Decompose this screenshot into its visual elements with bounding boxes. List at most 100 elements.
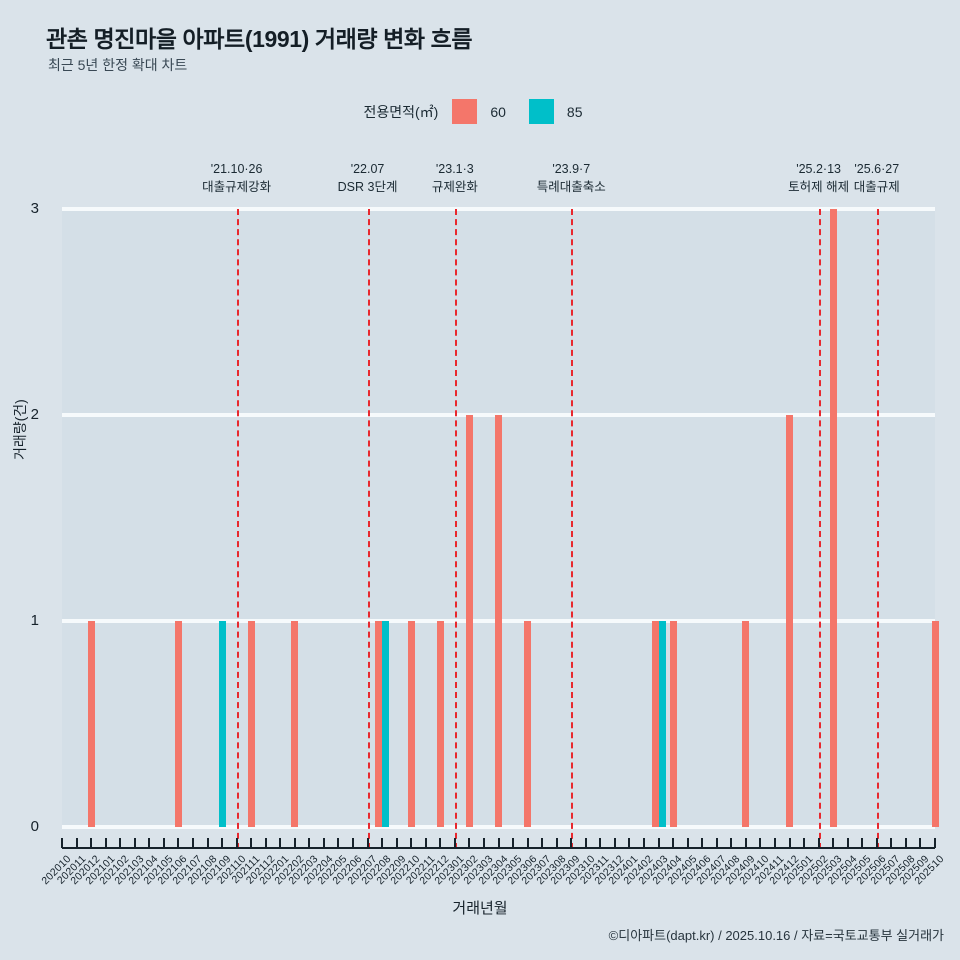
- y-tick-label: 1: [30, 612, 39, 629]
- annotation-label: '25.2·13 토허제 해제: [788, 160, 849, 196]
- x-tick: [773, 838, 776, 848]
- x-tick: [875, 838, 878, 848]
- x-tick: [235, 838, 238, 848]
- x-tick: [846, 838, 849, 848]
- bar[interactable]: [786, 415, 793, 827]
- x-tick: [919, 838, 922, 848]
- x-tick: [715, 838, 718, 848]
- annotation-text: 토허제 해제: [788, 180, 850, 195]
- x-tick: [555, 838, 558, 848]
- bar[interactable]: [669, 621, 677, 827]
- bar[interactable]: [407, 621, 415, 827]
- x-tick: [221, 838, 224, 848]
- x-tick: [468, 838, 471, 848]
- bar[interactable]: [524, 621, 532, 827]
- bar[interactable]: [247, 621, 255, 827]
- bar[interactable]: [218, 621, 226, 827]
- x-tick: [803, 838, 806, 848]
- annotation-date: '21.10·26: [210, 162, 263, 176]
- legend-title: 전용면적(㎡): [363, 103, 439, 120]
- bar[interactable]: [382, 621, 390, 827]
- x-tick: [890, 838, 893, 848]
- x-tick: [337, 838, 340, 848]
- x-tick: [439, 838, 442, 848]
- annotation-label: '23.1·3 규제완화: [432, 160, 478, 196]
- annotation-text: 특례대출축소: [536, 180, 606, 195]
- x-tick: [861, 838, 864, 848]
- chart-title: 관촌 명진마을 아파트(1991) 거래량 변화 흐름: [46, 26, 473, 52]
- x-tick: [352, 838, 354, 848]
- x-tick: [162, 838, 165, 848]
- x-tick: [512, 838, 515, 848]
- x-tick: [817, 838, 820, 848]
- x-tick: [934, 838, 936, 848]
- annotation-text: 규제완화: [431, 180, 478, 195]
- x-tick: [628, 838, 631, 848]
- x-tick: [613, 838, 616, 848]
- y-tick-label: 3: [30, 200, 39, 217]
- bar[interactable]: [436, 621, 444, 827]
- x-tick: [599, 838, 602, 848]
- x-tick: [482, 838, 485, 848]
- x-axis-label: 거래년월: [452, 900, 508, 917]
- legend-swatch-85[interactable]: [528, 99, 554, 124]
- y-tick-label: 2: [30, 406, 39, 423]
- bar[interactable]: [495, 415, 502, 827]
- x-tick: [730, 838, 733, 848]
- annotation-date: '25.2·13: [796, 162, 841, 176]
- x-tick: [322, 838, 325, 848]
- legend-label-60: 60: [490, 103, 506, 120]
- x-tick: [643, 838, 645, 848]
- x-tick: [904, 838, 907, 848]
- bar[interactable]: [742, 621, 750, 827]
- y-tick-label: 0: [30, 818, 39, 835]
- x-tick: [759, 838, 762, 848]
- bar[interactable]: [174, 621, 182, 827]
- annotation-text: DSR 3단계: [337, 180, 398, 195]
- annotation-line: [571, 209, 574, 849]
- bar[interactable]: [291, 621, 299, 827]
- annotation-line: [367, 209, 370, 849]
- annotation-line: [876, 209, 879, 849]
- annotation-date: '25.6·27: [854, 162, 900, 176]
- x-tick: [104, 838, 107, 848]
- annotation-text: 대출규제강화: [202, 180, 272, 195]
- x-tick: [395, 838, 398, 848]
- chart-legend: 전용면적(㎡) 60 85: [0, 99, 960, 124]
- x-tick: [293, 838, 296, 848]
- x-tick: [497, 838, 500, 848]
- bar[interactable]: [87, 621, 95, 827]
- gridline: [62, 207, 935, 211]
- x-tick: [526, 838, 529, 848]
- legend-swatch-60[interactable]: [452, 99, 478, 124]
- bar[interactable]: [931, 621, 939, 827]
- bar[interactable]: [651, 621, 659, 827]
- annotation-text: 대출규제: [853, 180, 900, 195]
- gridline: [62, 825, 935, 829]
- annotation-label: '22.07 DSR 3단계: [338, 160, 398, 196]
- annotation-line: [818, 209, 821, 849]
- x-tick: [570, 838, 573, 848]
- x-tick: [686, 838, 689, 848]
- x-tick: [584, 838, 587, 848]
- bar[interactable]: [829, 209, 837, 827]
- x-tick: [133, 838, 136, 848]
- x-tick: [279, 838, 282, 848]
- bar[interactable]: [465, 415, 473, 827]
- x-axis-line: [62, 847, 935, 849]
- bar[interactable]: [658, 621, 666, 827]
- annotation-line: [454, 209, 457, 849]
- x-tick: [424, 838, 427, 848]
- annotation-label: '21.10·26 대출규제강화: [202, 160, 271, 196]
- annotation-label: '25.6·27 대출규제: [854, 160, 900, 196]
- x-tick: [832, 838, 835, 848]
- annotation-date: '22.07: [350, 162, 385, 176]
- x-tick: [788, 838, 791, 848]
- annotation-label: '23.9·7 특례대출축소: [537, 160, 606, 196]
- legend-label-85: 85: [566, 103, 583, 120]
- x-tick: [308, 838, 311, 848]
- annotation-date: '23.9·7: [552, 162, 591, 176]
- bar[interactable]: [375, 621, 383, 827]
- x-tick: [148, 838, 151, 848]
- x-tick: [657, 838, 660, 848]
